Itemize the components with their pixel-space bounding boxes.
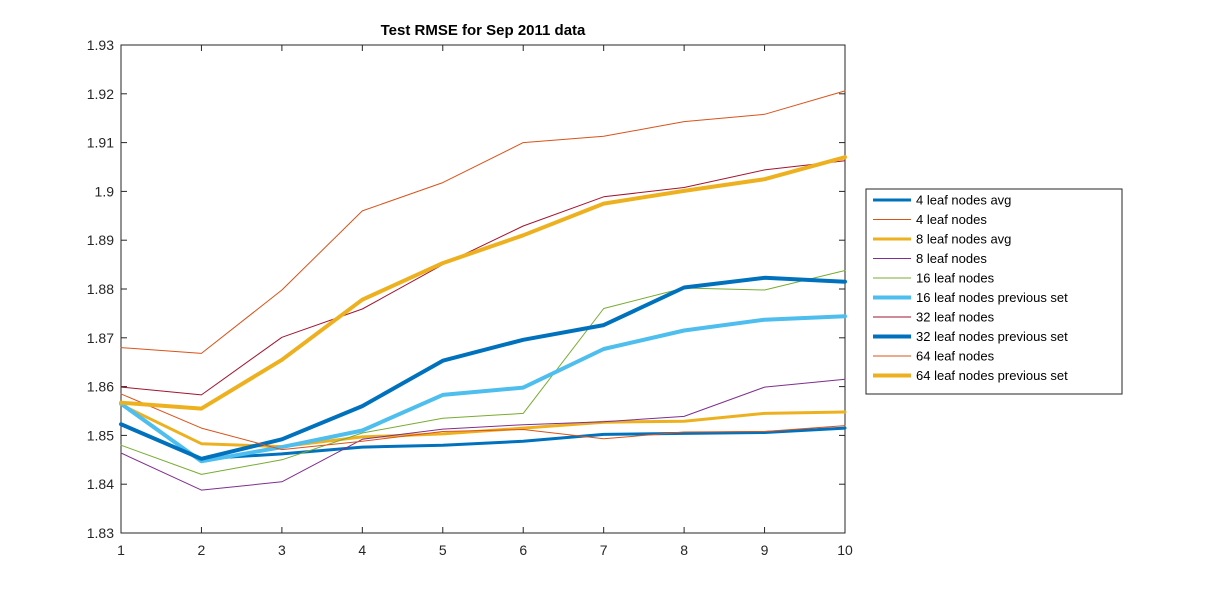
x-tick-label: 6	[519, 542, 527, 558]
series-line-3	[119, 403, 847, 449]
legend-entry: 8 leaf nodes avg	[916, 232, 1011, 247]
legend: 4 leaf nodes avg 4 leaf nodes 8 leaf nodes…	[865, 188, 1123, 395]
y-tick-label: 1.92	[87, 86, 114, 102]
y-tick-label: 1.86	[87, 379, 114, 395]
series-line-9	[120, 393, 846, 451]
legend-entry: 8 leaf nodes	[916, 251, 987, 266]
legend-entry: 32 leaf nodes previous set	[916, 329, 1068, 344]
legend-box	[865, 188, 1123, 395]
chart-title: Test RMSE for Sep 2011 data	[381, 22, 586, 39]
y-tick-label: 1.87	[87, 330, 114, 346]
legend-entry: 4 leaf nodes	[916, 212, 987, 227]
series-line-4	[120, 378, 846, 491]
series-layer	[119, 90, 847, 491]
y-tick-label: 1.84	[87, 476, 114, 492]
x-tick-label: 2	[198, 542, 206, 558]
series-line-5	[120, 270, 846, 475]
x-tick-label: 1	[117, 542, 125, 558]
y-tick-label: 1.89	[87, 232, 114, 248]
series-line-7	[120, 160, 846, 396]
y-tick-label: 1.9	[95, 183, 115, 199]
series-line-6	[119, 314, 847, 464]
legend-entry: 4 leaf nodes avg	[916, 193, 1011, 208]
x-tick-label: 5	[439, 542, 447, 558]
legend-entry: 64 leaf nodes	[916, 349, 995, 364]
y-tick-label: 1.91	[87, 135, 114, 151]
x-tick-label: 3	[278, 542, 286, 558]
legend-entry: 32 leaf nodes	[916, 310, 995, 325]
y-tick-label: 1.88	[87, 281, 114, 297]
x-tick-label: 8	[680, 542, 688, 558]
series-line-2	[120, 90, 846, 354]
x-tick-label: 10	[837, 542, 853, 558]
axes: 1 2 3 4 5 6 7 8 9 10 1.83 1.84 1.85 1.86 1.87 1.88 1.89 1…	[87, 37, 853, 558]
series-line-8	[119, 275, 847, 461]
series-line-1	[119, 423, 847, 461]
legend-entry: 16 leaf nodes	[916, 271, 995, 286]
series-line-10	[119, 155, 847, 411]
y-tick-label: 1.83	[87, 525, 114, 541]
x-tick-label: 4	[358, 542, 366, 558]
x-tick-label: 7	[600, 542, 608, 558]
legend-entry: 64 leaf nodes previous set	[916, 368, 1068, 383]
y-tick-label: 1.85	[87, 427, 114, 443]
y-tick-label: 1.93	[87, 37, 114, 53]
x-tick-label: 9	[761, 542, 769, 558]
legend-entry: 16 leaf nodes previous set	[916, 290, 1068, 305]
